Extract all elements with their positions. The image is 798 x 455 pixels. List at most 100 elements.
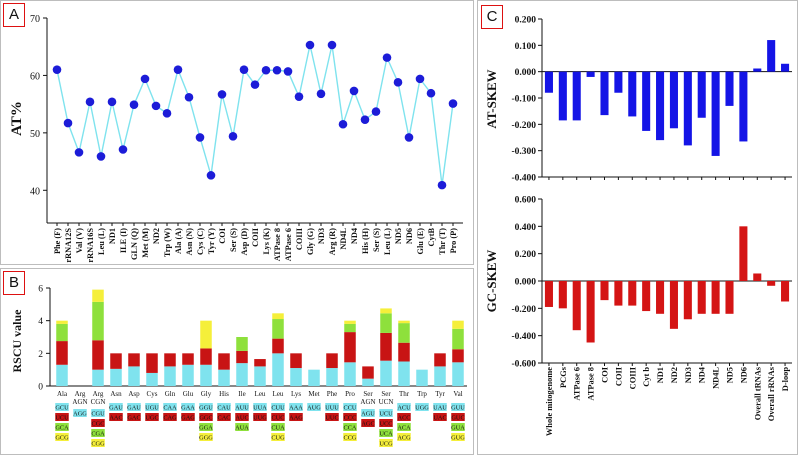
y-tick-label: 2 xyxy=(38,350,43,360)
codon-label: UCA xyxy=(379,431,393,438)
x-tick-label: Val (V) xyxy=(75,228,84,254)
codon-label: AGC xyxy=(361,421,374,428)
x-tick-label: Met (M) xyxy=(141,228,150,258)
codon-swatch xyxy=(379,409,393,417)
codon-swatch xyxy=(451,433,465,441)
skew-bar xyxy=(628,71,637,117)
codon-label: CUU xyxy=(271,405,285,412)
x-tick-label: ATPase 6 xyxy=(284,228,293,261)
codon-swatch xyxy=(109,413,123,421)
data-point xyxy=(426,88,436,98)
codon-swatch xyxy=(451,413,465,421)
codon-label: AGG xyxy=(73,411,87,418)
codon-swatch xyxy=(163,403,177,411)
x-tick-label: PCGs xyxy=(559,366,568,388)
rscu-bar-segment xyxy=(326,368,338,386)
codon-label: AUG xyxy=(307,405,321,412)
x-tick-label: ND5 xyxy=(726,367,735,383)
codon-swatch xyxy=(397,413,411,421)
x-tick-label: COIII xyxy=(628,367,637,389)
data-point xyxy=(228,132,238,141)
x-tick-label: Thr (T) xyxy=(438,228,447,255)
skew-bar xyxy=(600,71,609,116)
y-tick-label: 70 xyxy=(30,14,40,25)
x-tick-label: AGN xyxy=(72,398,87,406)
data-point xyxy=(261,65,271,75)
rscu-bar-segment xyxy=(272,338,284,354)
codon-label: ACC xyxy=(398,415,411,422)
codon-swatch xyxy=(91,409,105,417)
skew-bar xyxy=(767,281,776,286)
skew-bar xyxy=(753,273,762,281)
data-point xyxy=(140,74,150,84)
y-tick-label: 0.000 xyxy=(515,68,537,78)
codon-label: GAA xyxy=(181,405,195,412)
codon-label: CGC xyxy=(92,421,105,428)
x-tick-label: Overall rRNAs xyxy=(767,366,776,421)
series-line xyxy=(56,44,454,186)
codon-swatch xyxy=(379,439,393,447)
skew-bar xyxy=(642,71,651,131)
x-tick-label: Tyr (Y) xyxy=(207,228,216,254)
x-tick-label: Arg xyxy=(75,390,86,398)
codon-swatch xyxy=(361,419,375,427)
codon-label: UUC xyxy=(325,415,338,422)
codon-label: UCG xyxy=(379,441,393,448)
codon-label: UCU xyxy=(379,411,393,418)
x-tick-label: Glu (E) xyxy=(416,228,425,255)
codon-label: GCG xyxy=(55,435,69,442)
codon-swatch xyxy=(271,413,285,421)
codon-label: AAC xyxy=(109,415,122,422)
x-tick-label: D-loop xyxy=(781,367,790,392)
codon-label: UUG xyxy=(253,415,267,422)
data-point xyxy=(85,97,95,107)
codon-label: GAU xyxy=(109,405,123,412)
rscu-bar-segment xyxy=(362,378,374,386)
skew-bar xyxy=(725,281,734,314)
x-tick-label: ND1 xyxy=(108,228,117,244)
codon-label: AUU xyxy=(235,405,249,412)
skew-bar xyxy=(683,71,692,146)
codon-label: UGU xyxy=(145,405,159,412)
skew-bar xyxy=(614,281,623,306)
x-tick-label: ND2 xyxy=(670,367,679,383)
rscu-bar-segment xyxy=(398,361,410,386)
data-point xyxy=(349,86,359,96)
y-tick-label: -0.600 xyxy=(511,360,536,370)
rscu-bar-segment xyxy=(272,319,284,339)
codon-label: GGA xyxy=(199,425,213,432)
x-tick-label: COI xyxy=(218,228,227,244)
codon-swatch xyxy=(127,403,141,411)
x-tick-label: Lys (K) xyxy=(262,228,271,255)
x-tick-label: ND4 xyxy=(350,228,359,244)
codon-swatch xyxy=(235,423,249,431)
data-point xyxy=(63,118,73,128)
codon-label: CAU xyxy=(217,405,231,412)
rscu-bar-segment xyxy=(56,341,68,365)
codon-swatch xyxy=(163,413,177,421)
skew-bar xyxy=(656,281,665,314)
codon-swatch xyxy=(325,403,339,411)
x-tick-label: ND4 xyxy=(698,366,707,383)
rscu-bar-segment xyxy=(344,332,356,363)
rscu-bar-segment xyxy=(164,353,176,367)
x-tick-label: Pro xyxy=(345,390,355,398)
codon-label: GCU xyxy=(55,405,69,412)
x-tick-label: Asp xyxy=(128,390,140,398)
codon-swatch xyxy=(343,413,357,421)
skew-bar xyxy=(614,71,623,93)
x-tick-label: COII xyxy=(251,228,260,247)
codon-label: GCA xyxy=(55,425,69,432)
x-tick-label: rRNA16S xyxy=(86,228,95,263)
skew-bar xyxy=(711,71,720,156)
codon-label: AUC xyxy=(235,415,248,422)
codon-swatch xyxy=(235,413,249,421)
rscu-bar-segment xyxy=(128,366,140,386)
x-tick-label: Leu xyxy=(273,390,284,398)
codon-label: AUA xyxy=(235,425,249,432)
data-point xyxy=(272,65,282,75)
rscu-bar-segment xyxy=(218,353,230,370)
rscu-bar-segment xyxy=(164,366,176,386)
codon-swatch xyxy=(271,423,285,431)
panel-a: 40 50 60 70 AT% Phe (F) rRNA12S Val (V) rRNA16S L… xyxy=(0,0,474,265)
